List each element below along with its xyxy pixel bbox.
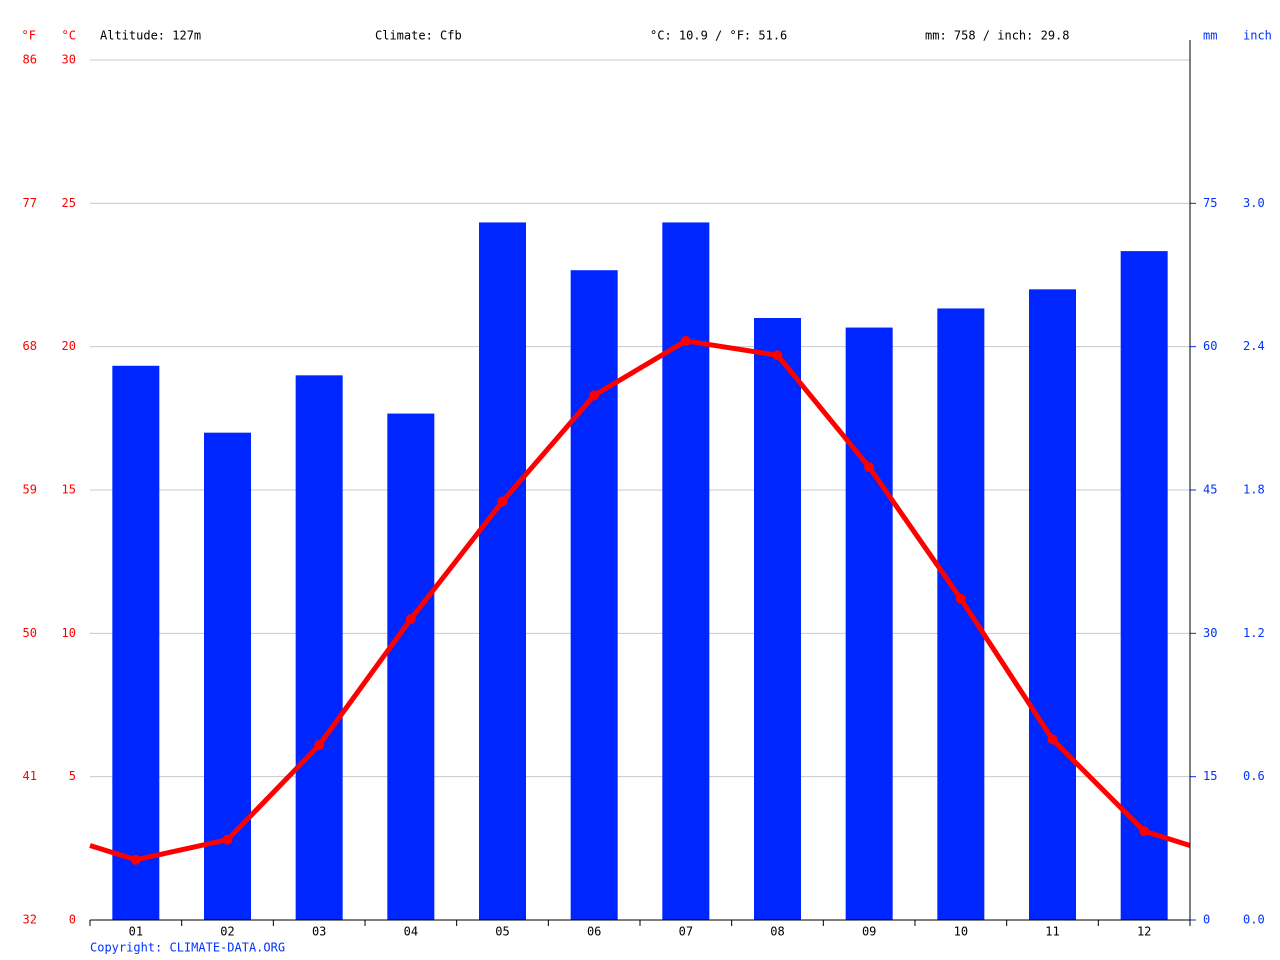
x-tick-label: 08 — [770, 925, 784, 939]
bar — [112, 365, 160, 920]
stat: mm: 758 / inch: 29.8 — [925, 29, 1070, 43]
y-tick-label: 15 — [62, 483, 76, 497]
y2-tick-label: 60 — [1203, 339, 1217, 353]
x-tick-label: 10 — [954, 925, 968, 939]
x-tick-label: 12 — [1137, 925, 1151, 939]
bar — [1120, 251, 1168, 921]
bar — [204, 432, 251, 920]
point — [955, 593, 966, 604]
bar — [845, 327, 893, 920]
temperature-line — [135, 338, 1146, 863]
point — [864, 462, 875, 473]
y-tick-label: 77 — [23, 196, 37, 210]
bar — [295, 375, 343, 920]
y2-tick-label: 30 — [1203, 626, 1217, 640]
y-tick-label: 25 — [62, 196, 76, 210]
bar — [570, 270, 618, 920]
bar — [1029, 289, 1076, 920]
y2-tick-label: 45 — [1203, 483, 1217, 497]
y-tick-label: 5 — [69, 769, 76, 783]
x-tick-label: 03 — [312, 925, 326, 939]
bar — [937, 308, 985, 920]
y-tick-label: 10 — [62, 626, 76, 640]
y2-tick-label: 0 — [1203, 913, 1210, 927]
axis-unit: °C — [62, 29, 76, 43]
y-tick-label: 30 — [62, 53, 76, 67]
x-tick-label: 02 — [220, 925, 234, 939]
y2-tick-label: 0.6 — [1243, 769, 1265, 783]
y2-tick-label: 3.0 — [1243, 196, 1265, 210]
point — [1047, 734, 1058, 745]
y2-tick-label: 15 — [1203, 769, 1217, 783]
y2-tick-label: 1.8 — [1243, 483, 1265, 497]
y-tick-label: 32 — [23, 913, 37, 927]
y-tick-label: 50 — [23, 626, 37, 640]
point — [497, 496, 508, 507]
point — [130, 854, 141, 865]
point — [405, 614, 416, 624]
x-tick-label: 11 — [1045, 925, 1059, 939]
stat: Altitude: 127m — [100, 29, 201, 43]
y-tick-label: 0 — [69, 913, 76, 927]
x-tick-label: 01 — [129, 925, 143, 939]
x-tick-label: 09 — [862, 925, 876, 939]
copyright: Copyright: CLIMATE-DATA.ORG — [90, 941, 285, 955]
axis-unit: inch — [1243, 29, 1272, 43]
point — [589, 390, 600, 401]
bar — [479, 222, 526, 920]
stat: Climate: Cfb — [375, 29, 462, 43]
axis-unit: mm — [1203, 29, 1217, 43]
point — [222, 834, 233, 845]
line-wrap — [89, 843, 137, 863]
x-tick-label: 06 — [587, 925, 601, 939]
point — [314, 740, 325, 751]
line-wrap — [1143, 828, 1191, 848]
x-tick-label: 05 — [495, 925, 509, 939]
point — [680, 335, 691, 346]
bar — [754, 318, 801, 920]
y-tick-label: 41 — [23, 769, 37, 783]
x-tick-label: 04 — [404, 925, 418, 939]
stat: °C: 10.9 / °F: 51.6 — [650, 29, 787, 43]
y-tick-label: 86 — [23, 53, 37, 67]
x-tick-label: 07 — [679, 925, 693, 939]
bar — [387, 413, 435, 920]
y-tick-label: 20 — [62, 339, 76, 353]
point — [772, 350, 783, 361]
axis-unit: °F — [22, 29, 36, 43]
y2-tick-label: 0.0 — [1243, 913, 1265, 927]
y-tick-label: 68 — [23, 339, 37, 353]
y2-tick-label: 2.4 — [1243, 339, 1265, 353]
y2-tick-label: 1.2 — [1243, 626, 1265, 640]
y-tick-label: 59 — [23, 483, 37, 497]
y2-tick-label: 75 — [1203, 196, 1217, 210]
point — [1139, 826, 1150, 837]
bar — [662, 222, 710, 920]
